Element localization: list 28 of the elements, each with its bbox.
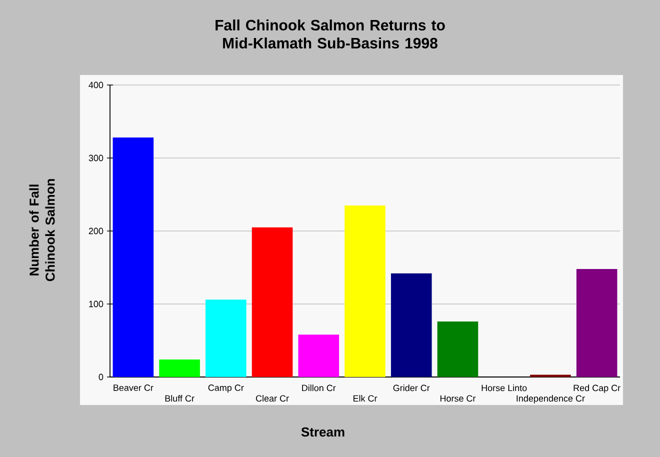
bar bbox=[206, 300, 246, 377]
bar bbox=[344, 205, 386, 377]
bar bbox=[112, 138, 154, 377]
bar bbox=[252, 227, 293, 377]
chart-title: Fall Chinook Salmon Returns to Mid-Klamath Sub-Basins 1998 bbox=[216, 19, 445, 48]
bar bbox=[576, 268, 618, 377]
bar bbox=[159, 359, 200, 377]
y-tick-label: 400 bbox=[88, 82, 104, 88]
x-axis-title: Stream bbox=[301, 427, 344, 437]
x-tick-label: Grider Cr bbox=[393, 384, 430, 392]
x-tick-label: Camp Cr bbox=[208, 384, 244, 393]
x-tick-label: Horse Cr bbox=[440, 395, 476, 402]
x-tick-label: Bluff Cr bbox=[165, 395, 194, 402]
x-tick-label: Horse Linto bbox=[482, 384, 527, 392]
bar bbox=[437, 322, 478, 377]
bar bbox=[298, 334, 340, 377]
x-tick-label: Dillon Cr bbox=[302, 384, 336, 392]
x-tick-label: Elk Cr bbox=[353, 395, 378, 402]
x-tick-label: Red Cap Cr bbox=[574, 384, 620, 393]
y-axis-title: Number of Fall Chinook Salmon bbox=[29, 179, 55, 282]
y-tick-label: 300 bbox=[88, 154, 104, 162]
x-tick-label: Clear Cr bbox=[256, 395, 289, 402]
y-tick-label: 0 bbox=[98, 374, 104, 380]
y-tick-label: 100 bbox=[89, 300, 104, 308]
x-tick-label: Beaver Cr bbox=[114, 384, 154, 391]
y-tick-label: 200 bbox=[88, 228, 104, 234]
x-tick-label: Independence Cr bbox=[516, 395, 585, 404]
bar bbox=[390, 273, 432, 377]
